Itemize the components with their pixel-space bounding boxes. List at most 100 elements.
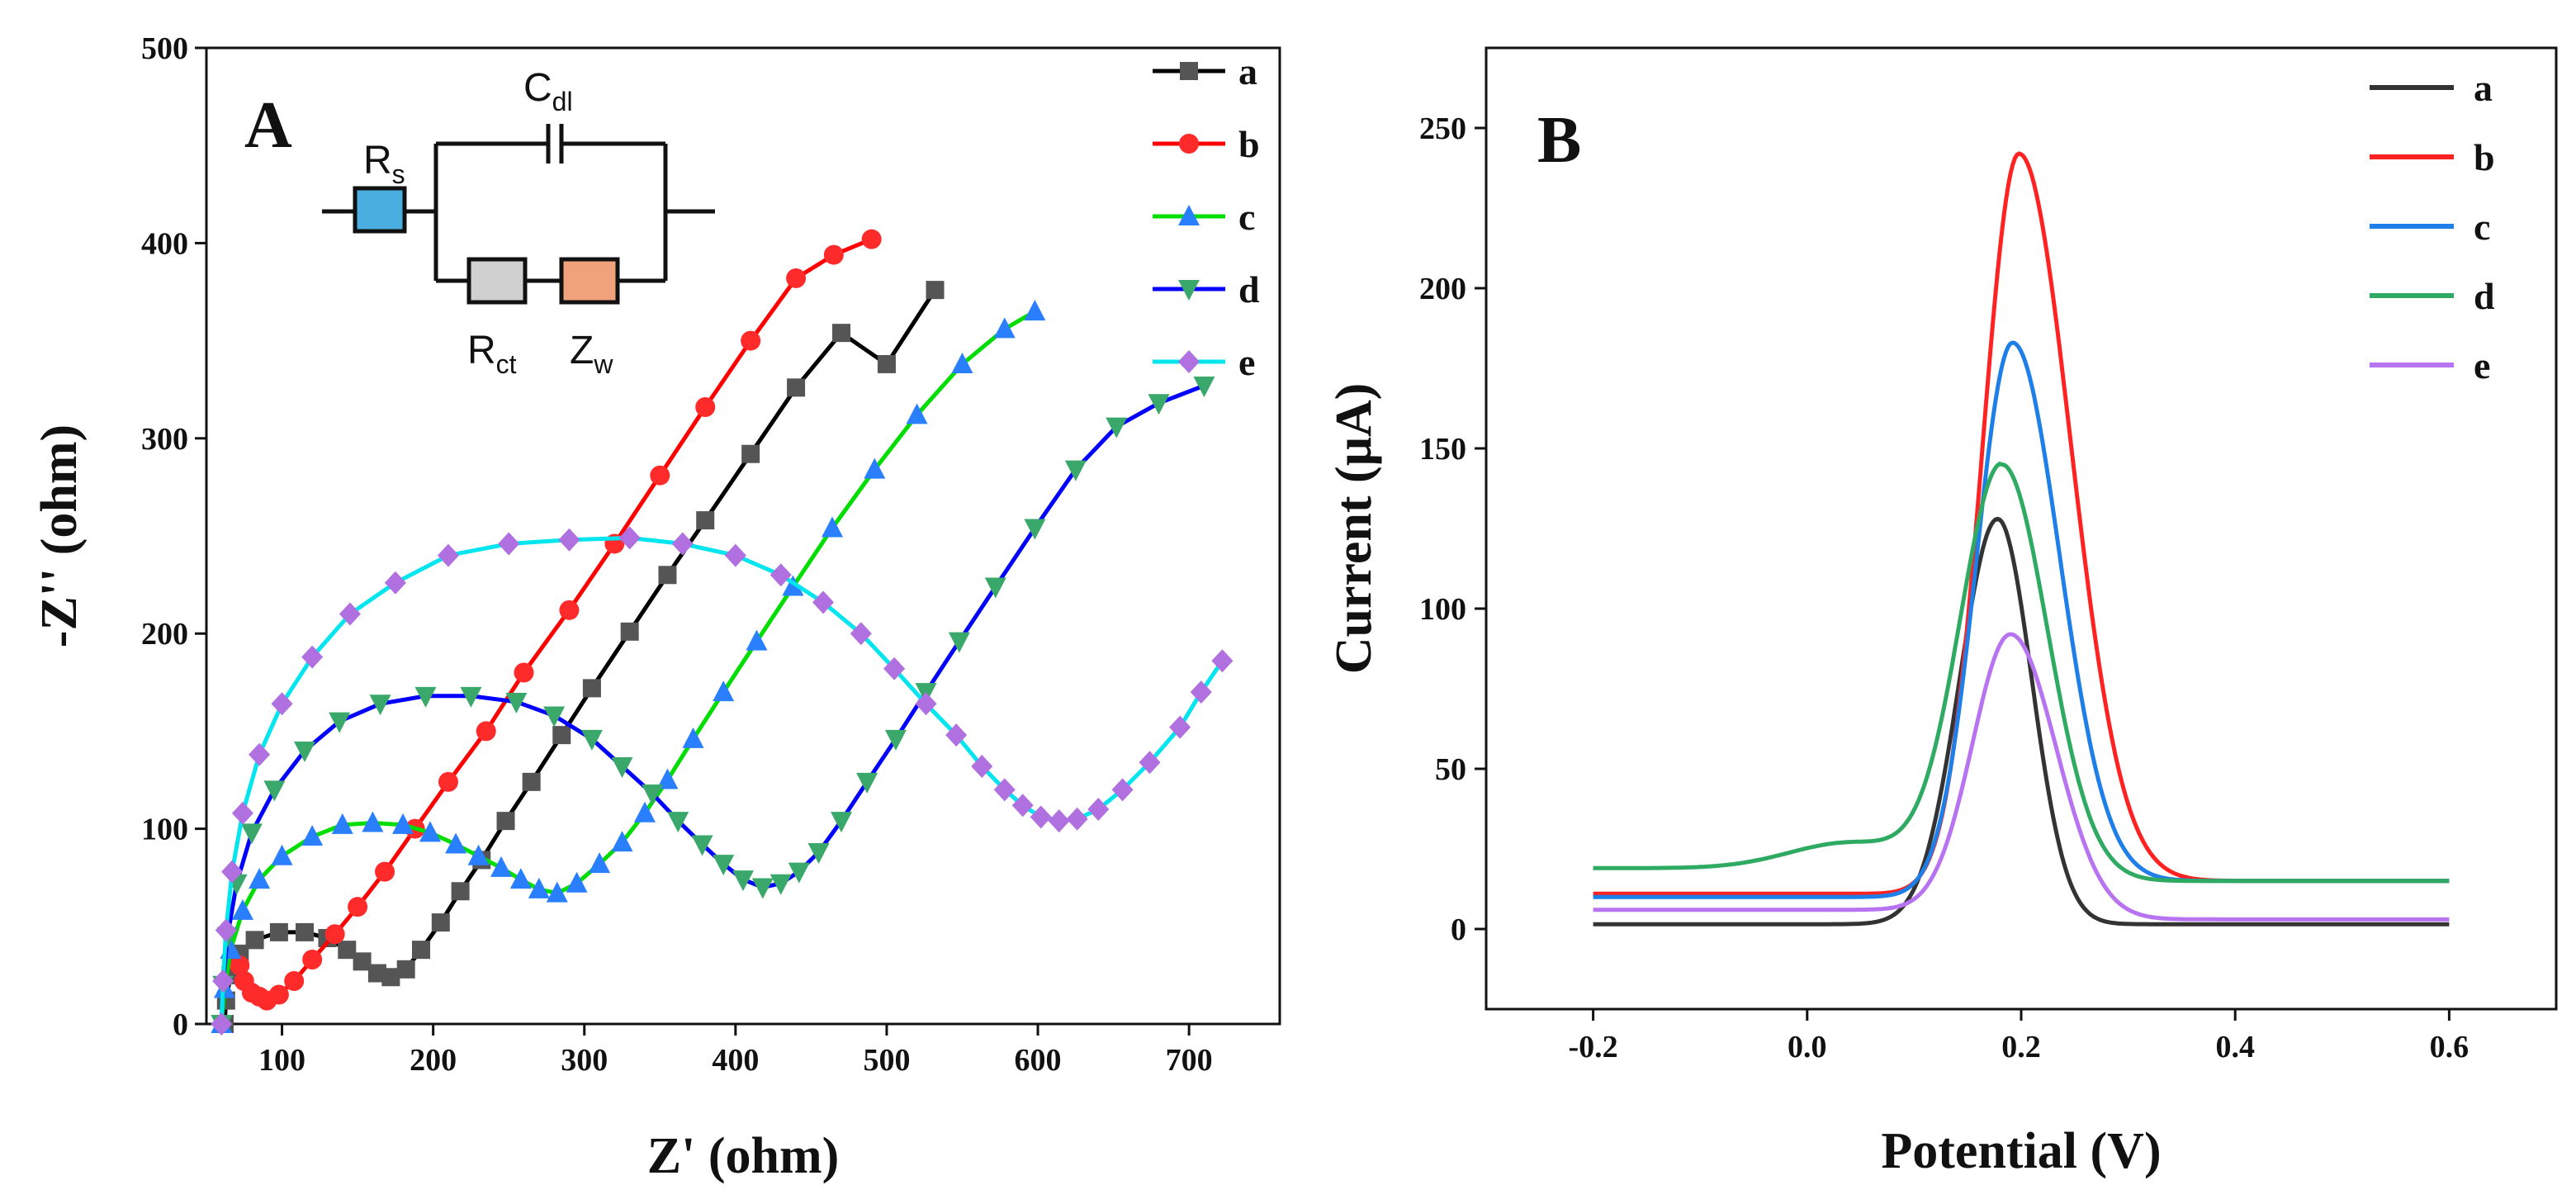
series-d-point	[1148, 394, 1170, 415]
panel-a-ticks: 100 200 300 400 500 600 700 0 100 200 300 400 500	[141, 31, 1213, 1078]
series-c-point	[906, 403, 928, 424]
series-a-point	[245, 931, 264, 950]
series-c-point	[362, 811, 384, 832]
series-c-point	[231, 898, 253, 920]
series-d-point	[984, 577, 1006, 599]
legend-a-d-marker	[1178, 280, 1200, 301]
panel-b-y-tick-label: 150	[1419, 432, 1466, 467]
series-c-point	[546, 881, 568, 903]
series-e-point	[215, 918, 237, 942]
dpv-series-c	[1593, 340, 2450, 899]
series-d-point	[1064, 460, 1087, 481]
series-b-point	[348, 897, 368, 917]
series-d-point	[856, 772, 878, 794]
series-c-point	[589, 852, 611, 874]
series-c-point	[822, 516, 844, 538]
series-a-point	[269, 922, 288, 941]
panel-b-x-tick-label: -0.2	[1569, 1030, 1618, 1064]
panel-a-y-tick-label: 300	[141, 422, 188, 457]
series-c-point	[249, 868, 271, 889]
series-c-point	[271, 844, 293, 865]
series-d-point	[732, 870, 754, 892]
series-b-point	[375, 861, 395, 882]
series-c-point	[864, 457, 886, 479]
panel-a-y-tick-label: 0	[173, 1007, 188, 1042]
panel-b-y-tick-label: 0	[1451, 912, 1466, 947]
series-e-point	[212, 969, 234, 993]
series-a-point	[412, 941, 430, 960]
series-b-point	[823, 244, 844, 265]
series-e-point	[339, 602, 361, 626]
series-c-point	[633, 801, 656, 822]
panel-a-y-tick-label: 200	[141, 617, 188, 652]
series-c-point	[656, 768, 679, 789]
panel-b-y-tick-label: 50	[1435, 752, 1466, 787]
legend-a-a-label: a	[1238, 50, 1257, 92]
resistor-rct-box	[466, 257, 528, 305]
legend-a-b-marker	[1179, 134, 1199, 154]
series-c-point	[467, 844, 490, 865]
series-e-point	[618, 526, 641, 550]
series-e-point	[1011, 794, 1034, 818]
series-a-point	[620, 622, 639, 641]
series-e-point	[1087, 797, 1110, 821]
series-a-point	[431, 913, 450, 932]
panel-b-x-tick-label: 0.0	[1788, 1030, 1827, 1064]
series-d-point	[369, 694, 391, 716]
series-e-point	[1211, 649, 1234, 673]
series-a-point	[396, 960, 415, 979]
series-a-point	[522, 772, 541, 791]
legend-a-b-label: b	[1238, 123, 1260, 165]
panel-a-x-tick-label: 700	[1166, 1043, 1213, 1078]
series-e-point	[249, 742, 271, 766]
series-e-point	[971, 754, 993, 778]
series-b-point	[741, 330, 761, 351]
series-d-point	[831, 812, 853, 833]
series-b-point	[559, 600, 580, 620]
series-c-point	[951, 352, 973, 373]
legend-a-e-label: e	[1238, 341, 1255, 383]
series-e-point	[1169, 715, 1191, 739]
series-b-point	[324, 924, 345, 945]
series-e-point	[231, 801, 253, 825]
panel-b-ticks: -0.2 0.0 0.2 0.4 0.6 0 50 100 150 200 250	[1419, 111, 2469, 1064]
panel-a-series	[211, 229, 1234, 1036]
series-c-point	[445, 832, 467, 854]
series-a-point	[658, 566, 677, 585]
label-rs: Rs	[363, 139, 405, 189]
panel-b-x-tick-label: 0.6	[2430, 1030, 2469, 1064]
series-c-point	[682, 727, 704, 748]
series-e-point	[1066, 807, 1088, 831]
panel-b-y-tick-label: 250	[1419, 111, 1466, 146]
series-e-point	[724, 543, 746, 567]
resistor-rs-box	[353, 186, 407, 234]
legend-a-c-label: c	[1238, 196, 1255, 238]
series-e-point	[271, 692, 293, 716]
series-d-point	[329, 712, 351, 733]
series-d-point	[1106, 417, 1128, 438]
series-e-point	[1111, 778, 1134, 802]
series-a-point	[496, 812, 515, 831]
series-a-point	[696, 511, 715, 530]
legend-a-c-marker	[1178, 205, 1200, 225]
panel-b-x-tick-label: 0.2	[2001, 1030, 2041, 1064]
series-b-point	[861, 229, 882, 249]
series-c-point	[611, 831, 633, 852]
series-e-point	[498, 532, 520, 556]
series-d-point	[713, 855, 735, 876]
series-d-point	[240, 823, 263, 845]
equivalent-circuit-inset	[322, 124, 715, 305]
series-d-point	[460, 686, 482, 708]
series-a-point	[787, 378, 806, 397]
panel-a-x-tick-label: 500	[863, 1043, 910, 1078]
series-e-point	[1190, 680, 1212, 704]
series-c-point	[528, 877, 550, 898]
series-b-point	[695, 396, 716, 417]
panel-b-y-tick-label: 100	[1419, 592, 1466, 627]
series-b-point	[786, 268, 807, 288]
panel-a-x-tick-label: 100	[258, 1043, 305, 1078]
series-a-point	[381, 968, 400, 987]
series-e-line	[219, 535, 1224, 1025]
series-e-point	[384, 571, 406, 595]
